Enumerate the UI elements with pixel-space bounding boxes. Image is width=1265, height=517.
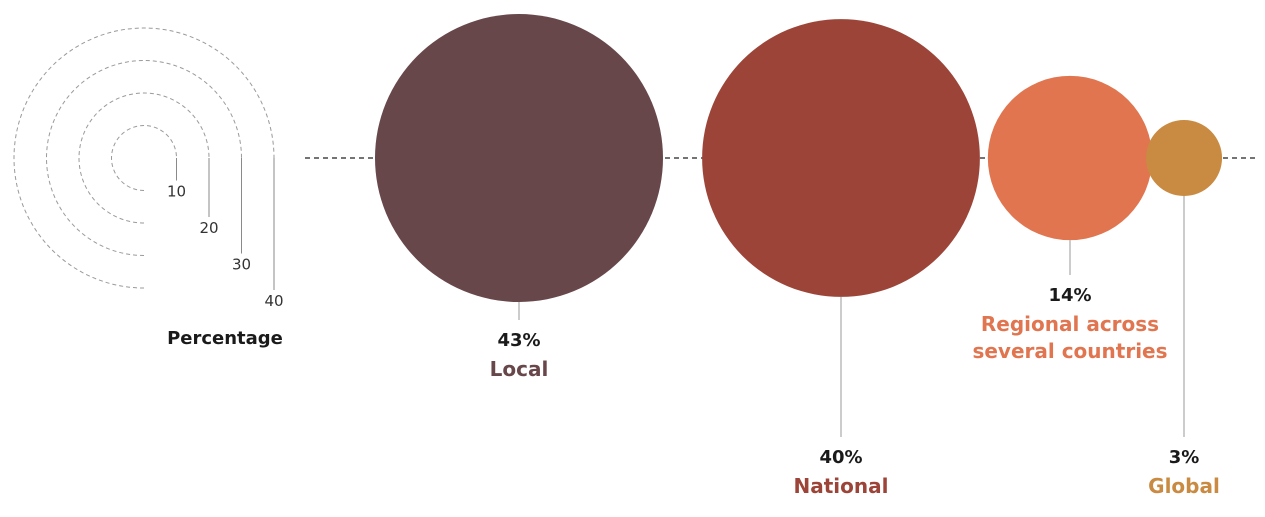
- value-label-national: 40%: [819, 447, 862, 468]
- category-label-global: Global: [1148, 474, 1220, 498]
- size-legend-label-10: 10: [167, 183, 186, 201]
- size-legend: Percentage 10 20 30 40: [14, 28, 284, 349]
- size-legend-arc-10: [112, 126, 177, 191]
- category-label-regional-line-1: Regional across: [981, 312, 1159, 336]
- value-label-global: 3%: [1169, 447, 1200, 468]
- size-legend-title: Percentage: [167, 328, 283, 349]
- size-legend-label-30: 30: [232, 256, 251, 274]
- value-label-local: 43%: [497, 330, 540, 351]
- size-legend-arc-20: [79, 93, 209, 223]
- bubble-national: [702, 19, 980, 297]
- category-label-national: National: [794, 474, 889, 498]
- category-label-local: Local: [490, 357, 549, 381]
- size-legend-arc-40: [14, 28, 274, 288]
- category-label-regional-line-2: several countries: [972, 339, 1167, 363]
- bubbles-group: 43% Local 40% National 14% Regional across sev…: [375, 14, 1222, 498]
- size-legend-label-40: 40: [264, 292, 283, 310]
- size-legend-label-20: 20: [199, 219, 218, 237]
- value-label-regional: 14%: [1048, 285, 1091, 306]
- bubble-regional: [988, 76, 1152, 240]
- bubble-local: [375, 14, 663, 302]
- bubble-global: [1146, 120, 1222, 196]
